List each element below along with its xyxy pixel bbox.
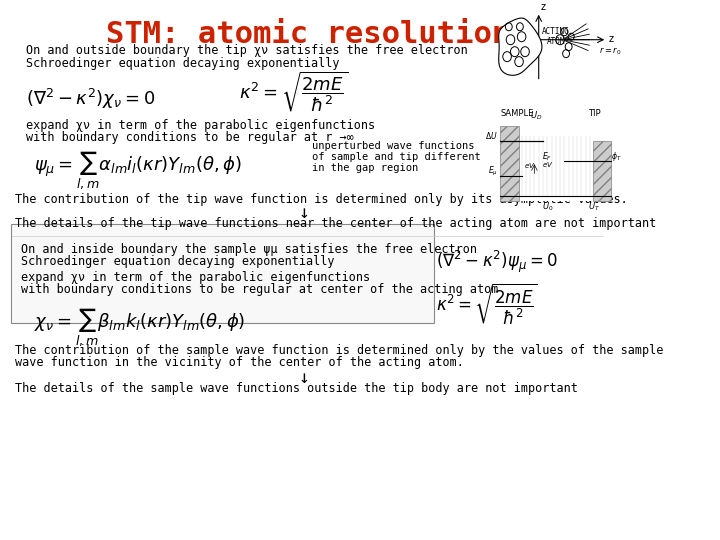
Text: $r=r_0$: $r=r_0$ (598, 46, 621, 57)
Text: ↓: ↓ (298, 204, 309, 222)
Text: expand χν in term of the parabolic eigenfunctions: expand χν in term of the parabolic eigen… (26, 119, 375, 132)
Text: z: z (541, 2, 546, 12)
Text: The details of the sample wave functions outside the tip body are not important: The details of the sample wave functions… (15, 382, 578, 395)
Text: ↓: ↓ (298, 369, 309, 387)
Text: $E_F$: $E_F$ (542, 150, 552, 163)
Text: TIP: TIP (588, 110, 600, 118)
FancyBboxPatch shape (11, 224, 433, 323)
Text: wave function in the vicinity of the center of the acting atom.: wave function in the vicinity of the cen… (15, 356, 464, 369)
Text: ACTING
ATOM: ACTING ATOM (542, 27, 570, 46)
Bar (500, 122, 611, 201)
Text: z: z (609, 33, 614, 44)
Text: Schroedinger equation decaying exponentially: Schroedinger equation decaying exponenti… (22, 255, 335, 268)
Text: On and inside boundary the sample ψμ satisfies the free electron: On and inside boundary the sample ψμ sat… (22, 243, 477, 256)
Text: $U_D$: $U_D$ (530, 110, 542, 122)
Text: unperturbed wave functions: unperturbed wave functions (312, 141, 474, 151)
Text: On and outside boundary the tip χν satisfies the free electron: On and outside boundary the tip χν satis… (26, 44, 467, 57)
Bar (593, 141, 611, 201)
Text: $\kappa^2 = \sqrt{\dfrac{2mE}{\hbar^2}}$: $\kappa^2 = \sqrt{\dfrac{2mE}{\hbar^2}}$ (240, 70, 348, 114)
Text: $\kappa^2 = \sqrt{\dfrac{2mE}{\hbar^2}}$: $\kappa^2 = \sqrt{\dfrac{2mE}{\hbar^2}}$ (436, 281, 538, 327)
Text: $\phi_T$: $\phi_T$ (611, 150, 622, 163)
Text: with boundary conditions to be regular at center of the acting atom: with boundary conditions to be regular a… (22, 283, 499, 296)
Text: $\psi_\mu = \sum_{l,m} \alpha_{lm} i_l(\kappa r) Y_{lm}(\theta, \phi)$: $\psi_\mu = \sum_{l,m} \alpha_{lm} i_l(\… (35, 150, 242, 191)
Text: $E_\mu$: $E_\mu$ (487, 165, 498, 178)
Text: STM: atomic resolution: STM: atomic resolution (106, 20, 510, 49)
Polygon shape (499, 18, 542, 75)
Text: $\left(\nabla^2 - \kappa^2\right)\chi_\nu = 0$: $\left(\nabla^2 - \kappa^2\right)\chi_\n… (26, 86, 155, 111)
Text: $eV$: $eV$ (541, 160, 553, 169)
Text: $\left(\nabla^2 - \kappa^2\right)\psi_\mu = 0$: $\left(\nabla^2 - \kappa^2\right)\psi_\m… (436, 249, 558, 275)
Text: $\Delta U$: $\Delta U$ (485, 130, 498, 141)
Text: The contribution of the tip wave function is determined only by its asymptotic v: The contribution of the tip wave functio… (15, 193, 628, 206)
Text: The details of the tip wave functions near the center of the acting atom are not: The details of the tip wave functions ne… (15, 217, 657, 230)
Text: SAMPLE: SAMPLE (500, 110, 534, 118)
Text: $\chi_\nu = \sum_{l,m} \beta_{lm} k_l(\kappa r) Y_{lm}(\theta, \phi)$: $\chi_\nu = \sum_{l,m} \beta_{lm} k_l(\k… (35, 306, 246, 348)
Text: The contribution of the sample wave function is determined only by the values of: The contribution of the sample wave func… (15, 343, 664, 357)
Text: in the gap region: in the gap region (312, 163, 418, 173)
Text: $U_T$: $U_T$ (588, 200, 600, 213)
Text: with boundary conditions to be regular at r →∞: with boundary conditions to be regular a… (26, 131, 354, 144)
Text: $U_0$: $U_0$ (541, 200, 553, 213)
Text: $eV$: $eV$ (524, 161, 536, 170)
Text: expand χν in term of the parabolic eigenfunctions: expand χν in term of the parabolic eigen… (22, 271, 371, 284)
Bar (500, 126, 519, 201)
Text: Schroedinger equation decaying exponentially: Schroedinger equation decaying exponenti… (26, 57, 339, 70)
Text: of sample and tip different: of sample and tip different (312, 152, 481, 163)
